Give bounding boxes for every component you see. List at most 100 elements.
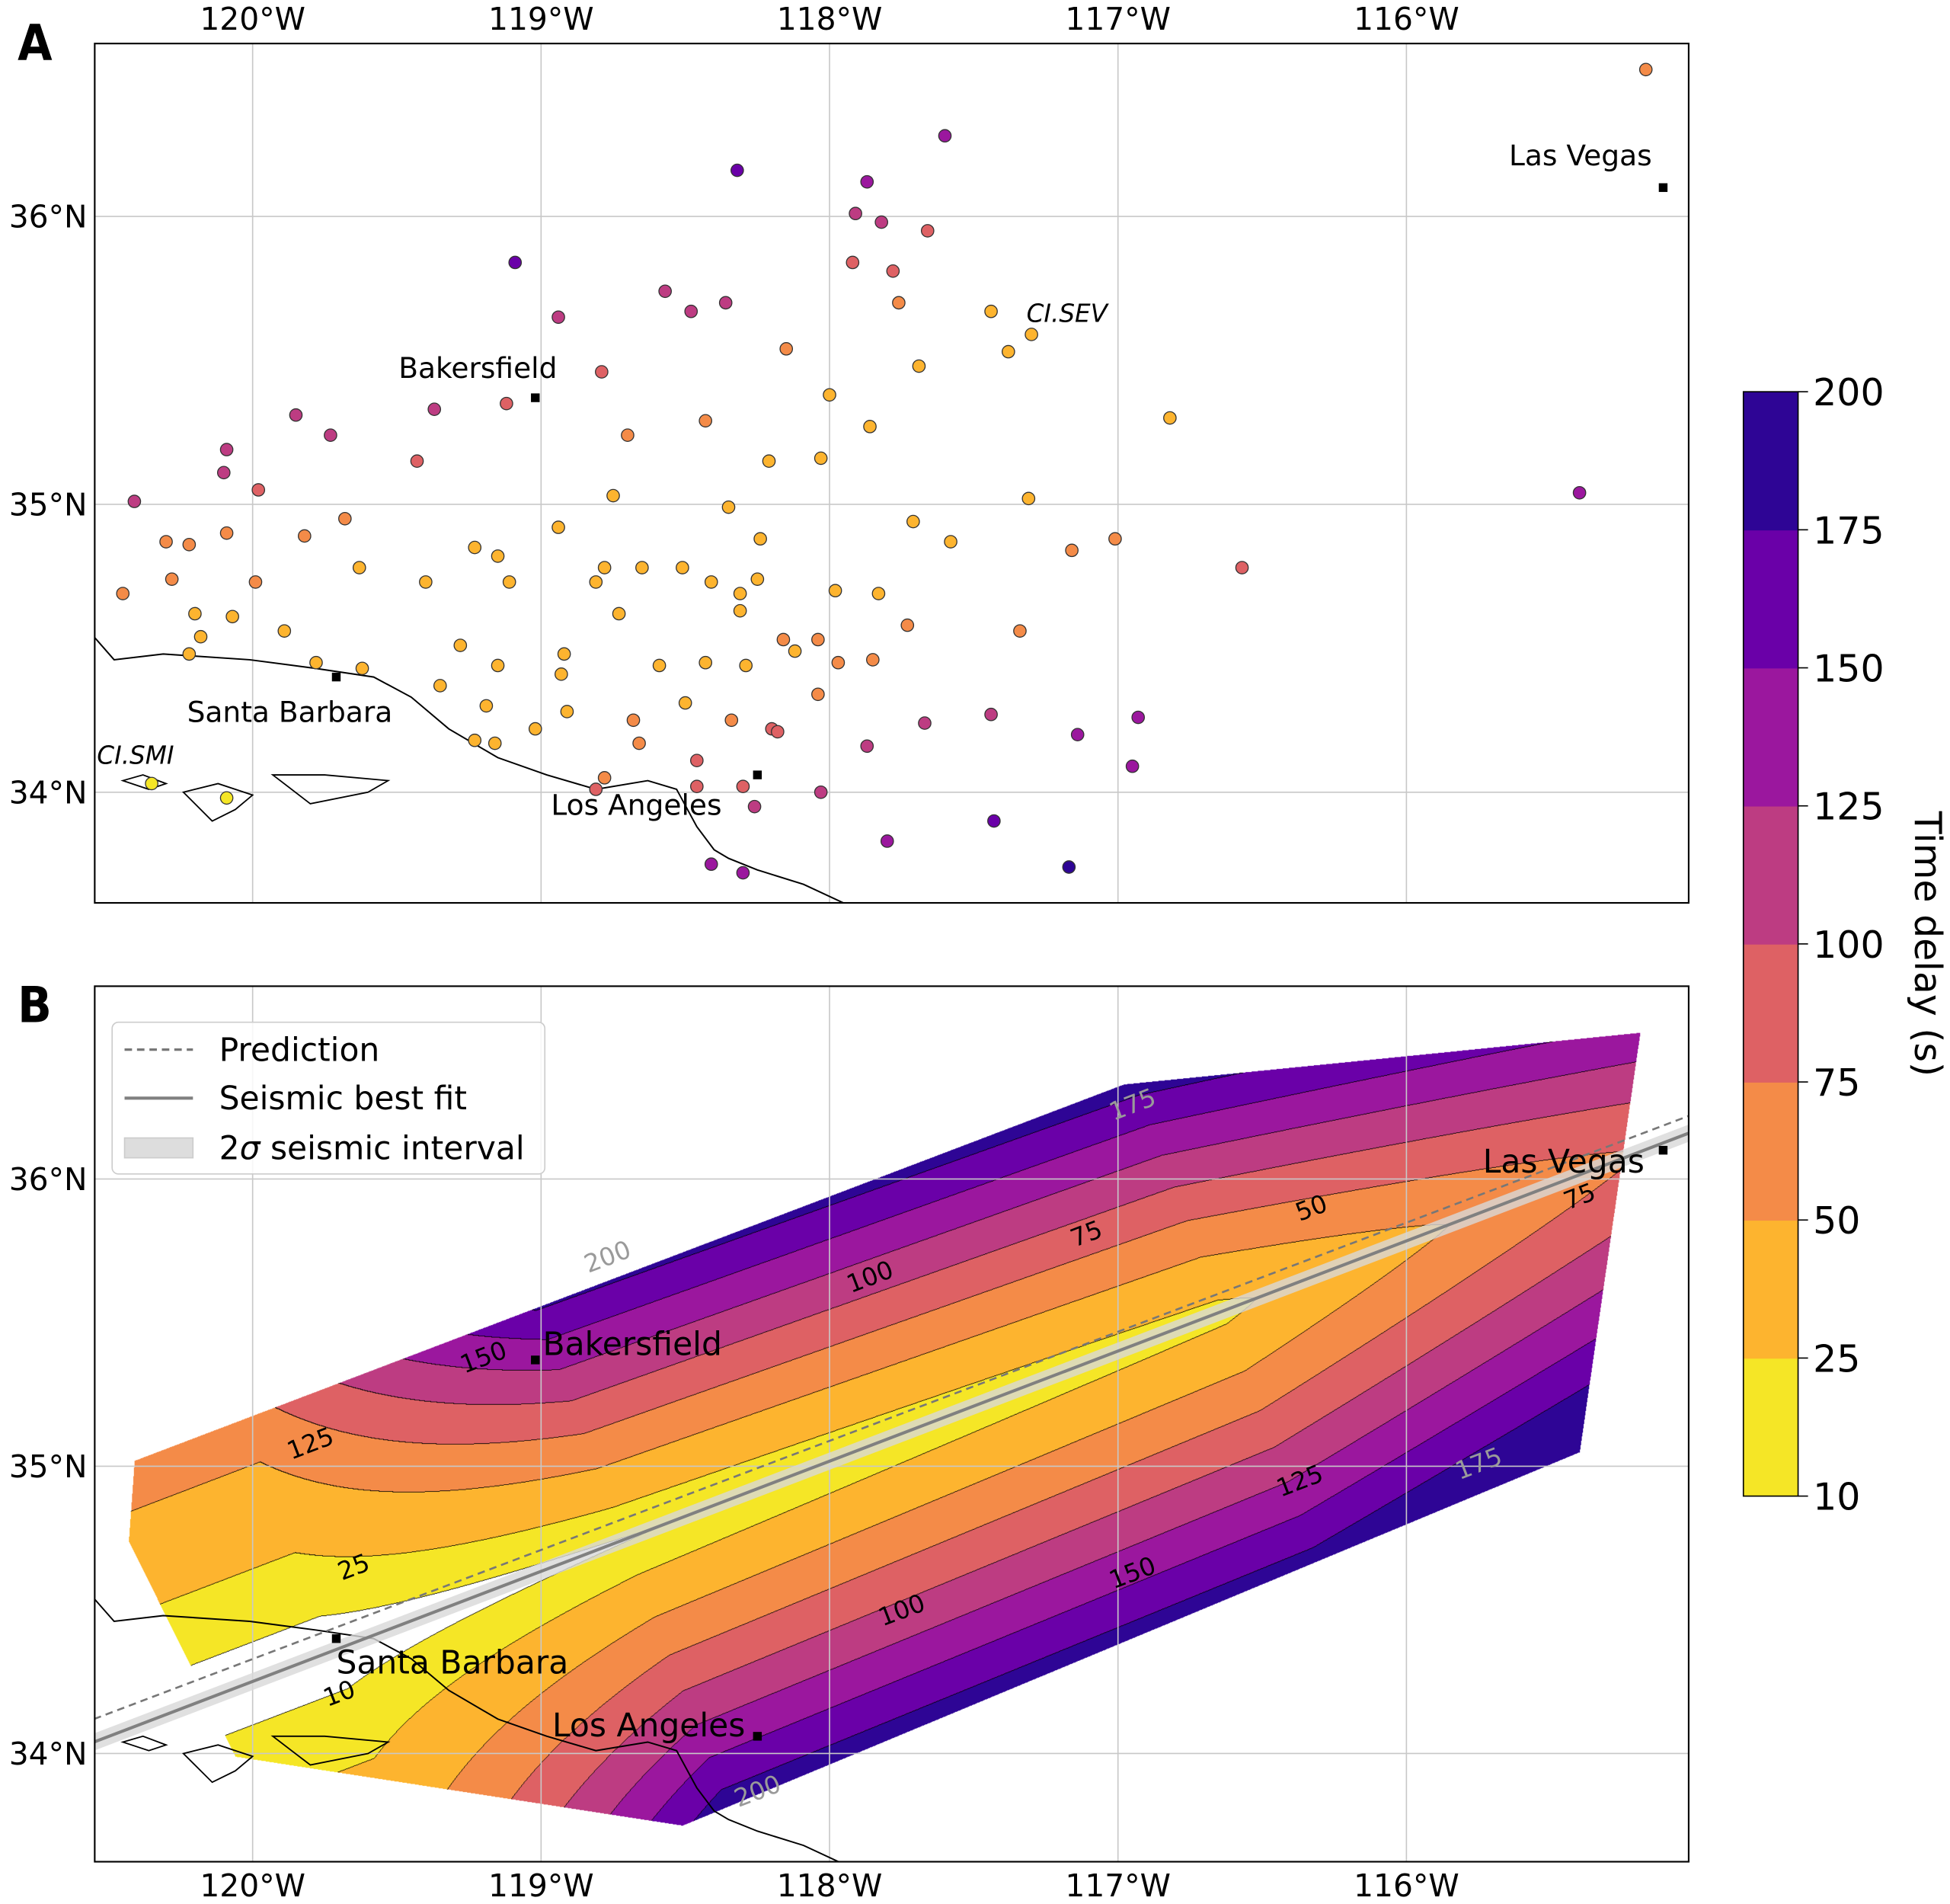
station-point [219, 791, 234, 805]
station-point [1001, 344, 1015, 359]
station-point [500, 396, 513, 411]
coastline-path [94, 1598, 841, 1862]
colorbar-tick-label: 175 [1813, 509, 1884, 552]
panel-a-label: A [18, 14, 53, 72]
station-point [355, 661, 369, 676]
station-point [338, 511, 352, 526]
lon-tick-label: 117°W [1065, 1867, 1171, 1904]
legend: Prediction Seismic best fit 2σ seismic i… [111, 1021, 546, 1175]
station-point [621, 428, 635, 443]
station-point [684, 304, 698, 318]
colorbar-tick-label: 25 [1813, 1337, 1860, 1381]
station-point [1062, 860, 1076, 874]
station-point [626, 713, 641, 728]
legend-best-fit: Seismic best fit [219, 1080, 467, 1118]
station-point [165, 572, 179, 586]
lon-tick-label: 117°W [1065, 1, 1171, 37]
station-point [216, 466, 231, 480]
station-point [739, 658, 753, 673]
interval-swatch [123, 1137, 194, 1159]
station-point [508, 255, 523, 270]
lon-tick-label: 120°W [200, 1, 305, 37]
station-point [555, 667, 568, 681]
city-label: Santa Barbara [336, 1644, 568, 1682]
colorbar-tick-label: 50 [1813, 1199, 1860, 1243]
station-point [724, 713, 739, 728]
tick-labels: 120°W 119°W 118°W 117°W 116°W 34°N 35°N 36°N [9, 1161, 1459, 1904]
station-point [652, 658, 667, 673]
station-point [984, 707, 998, 722]
station-point [828, 584, 842, 598]
station-point [733, 587, 747, 600]
axes-frame [94, 985, 1689, 1863]
station-point [730, 163, 744, 178]
lat-tick-label: 35°N [9, 1448, 88, 1485]
city-marker [531, 393, 540, 402]
station-point [704, 857, 718, 872]
station-point [906, 514, 920, 529]
fit-lines [94, 1115, 1689, 1751]
station-point [1125, 759, 1140, 773]
island-path [120, 774, 168, 790]
station-point [762, 454, 776, 469]
city-marker [331, 672, 341, 682]
coastline-path [94, 636, 846, 904]
station-point [912, 359, 926, 373]
station-point [871, 587, 886, 600]
grid-lines [94, 986, 1689, 1862]
station-point [595, 365, 609, 379]
colorbar-tick-label: 125 [1813, 786, 1884, 829]
colorbar-bin [1743, 1358, 1798, 1497]
station-point [779, 342, 794, 356]
station-point [1572, 485, 1587, 500]
colorbar-bin [1743, 1220, 1798, 1359]
colorbar-tick-label: 200 [1813, 371, 1884, 414]
lon-tick-label: 119°W [488, 1, 594, 37]
station-point [145, 776, 158, 791]
island-path [181, 782, 254, 822]
colorbar-bin [1743, 530, 1798, 669]
station-point [1070, 728, 1085, 741]
lon-tick-label: 118°W [777, 1867, 883, 1904]
lon-tick-label: 120°W [200, 1867, 305, 1904]
station-point [676, 561, 689, 574]
station-point [1163, 411, 1177, 425]
station-point [225, 610, 239, 624]
station-point [823, 388, 836, 402]
tick-labels: 120°W 119°W 118°W 117°W 116°W 34°N 35°N 36°N [9, 1, 1459, 811]
city-marker [753, 1732, 762, 1741]
station-point [557, 647, 571, 661]
colorbar-tick-label: 100 [1813, 923, 1884, 967]
coastline [94, 1598, 841, 1862]
station-points: CI.SEV CI.SMI [97, 62, 1653, 880]
panel-b-label: B [18, 977, 52, 1035]
city-markers: Las Vegas Bakersfield Santa Barbara Los Ang… [331, 1144, 1668, 1745]
station-point [589, 782, 603, 796]
station-point [635, 561, 649, 574]
grid-lines [94, 43, 1689, 904]
station-point [698, 414, 713, 428]
station-point [127, 494, 142, 508]
city-label: Bakersfield [543, 1326, 722, 1363]
station-point [814, 451, 828, 466]
city-marker [1658, 1145, 1668, 1155]
station-point [814, 785, 828, 799]
city-marker [531, 1355, 540, 1365]
station-point [193, 629, 208, 644]
station-point [251, 483, 266, 497]
lon-tick-label: 116°W [1354, 1867, 1459, 1904]
city-marker [1658, 183, 1668, 192]
island-path [270, 1735, 391, 1766]
colorbar-tick-label: 150 [1813, 647, 1884, 690]
station-point [944, 535, 957, 549]
station-point [468, 540, 482, 555]
panel-a-station-map: CI.SEV CI.SMI Las Vegas Bakersfield Santa B… [9, 1, 1689, 904]
island-path [120, 1735, 168, 1752]
station-point [811, 687, 825, 702]
station-point [468, 733, 482, 747]
station-point [849, 206, 862, 221]
lat-tick-label: 36°N [9, 199, 88, 235]
station-point [920, 224, 935, 238]
station-point [502, 575, 516, 589]
station-point [309, 655, 323, 670]
